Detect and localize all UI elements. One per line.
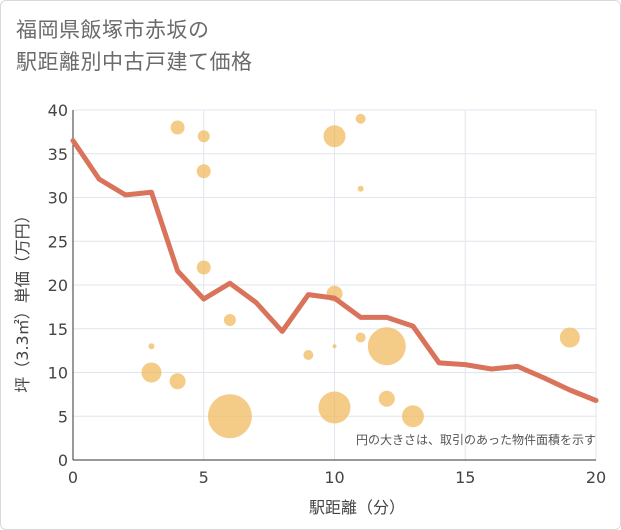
bubble-point bbox=[332, 344, 337, 349]
bubble-point bbox=[401, 405, 424, 428]
x-tick-label: 0 bbox=[68, 468, 78, 487]
bubble-point bbox=[559, 327, 580, 348]
x-axis-title: 駅距離（分） bbox=[309, 498, 405, 517]
x-tick-label: 5 bbox=[199, 468, 209, 487]
bubble-point bbox=[355, 332, 366, 343]
y-tick-label: 20 bbox=[48, 276, 68, 295]
bubble-point bbox=[148, 343, 155, 350]
chart-title: 福岡県飯塚市赤坂の 駅距離別中古戸建て価格 bbox=[16, 14, 253, 78]
y-tick-label: 15 bbox=[48, 320, 68, 339]
y-tick-label: 10 bbox=[48, 364, 68, 383]
x-tick-label: 10 bbox=[324, 468, 344, 487]
bubble-point bbox=[169, 373, 186, 390]
x-tick-label: 20 bbox=[586, 468, 606, 487]
y-tick-label: 35 bbox=[48, 145, 68, 164]
bubble-point bbox=[303, 350, 314, 360]
y-tick-label: 0 bbox=[58, 451, 68, 470]
bubble-point bbox=[207, 394, 252, 439]
bubble-point bbox=[357, 185, 364, 192]
bubble-point bbox=[196, 164, 211, 179]
y-tick-label: 5 bbox=[58, 407, 68, 426]
bubble-point bbox=[355, 113, 366, 124]
bubble-point bbox=[367, 327, 406, 366]
chart-title-line2: 駅距離別中古戸建て価格 bbox=[16, 50, 253, 74]
bubble-point bbox=[197, 130, 210, 143]
chart-title-line1: 福岡県飯塚市赤坂の bbox=[16, 18, 210, 42]
bubble-point bbox=[170, 120, 185, 135]
bubble-point bbox=[323, 125, 346, 148]
average-price-line bbox=[70, 138, 599, 403]
bubble-point bbox=[196, 260, 211, 275]
grid bbox=[72, 109, 597, 461]
y-tick-label: 40 bbox=[48, 101, 68, 120]
bubble-point bbox=[378, 390, 395, 407]
y-tick-label: 25 bbox=[48, 232, 68, 251]
x-tick-label: 15 bbox=[455, 468, 475, 487]
bubble-size-note: 円の大きさは、取引のあった物件面積を示す bbox=[356, 432, 596, 447]
bubble-series bbox=[141, 113, 580, 439]
bubble-point bbox=[223, 314, 236, 326]
y-axis-title: 坪（3.3㎡）単価（万円） bbox=[13, 207, 32, 392]
bubble-point bbox=[318, 391, 351, 424]
bubble-point bbox=[141, 362, 162, 383]
axis-ticks: 0 5 10 15 20 25 30 35 40 0 5 10 15 20 bbox=[48, 101, 607, 487]
y-tick-label: 30 bbox=[48, 189, 68, 208]
